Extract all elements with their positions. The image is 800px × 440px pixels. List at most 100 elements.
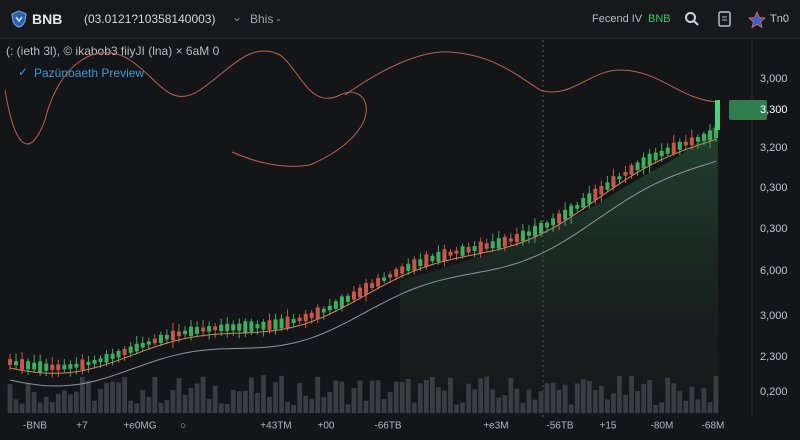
volume-bar: [496, 397, 502, 413]
time-label: +00: [318, 421, 335, 432]
candle-body: [44, 363, 49, 371]
volume-bar: [635, 391, 640, 413]
volume-bar: [641, 383, 646, 413]
volume-bar: [604, 399, 610, 413]
volume-bar: [647, 380, 653, 413]
volume-bar: [176, 378, 182, 413]
indicator-legend[interactable]: (: (ieth 3l), © ikabob3 fiiyJI (lna) × 6…: [6, 44, 220, 58]
volume-bar: [206, 398, 212, 413]
dropdown-caret[interactable]: ⌄: [232, 10, 243, 24]
volume-bar: [122, 377, 128, 413]
volume-bar: [188, 387, 194, 413]
volume-bar: [321, 396, 327, 413]
feed-symbol[interactable]: BNB: [648, 13, 671, 25]
candle-body: [92, 359, 97, 364]
area-fill: [400, 120, 718, 418]
candle-body: [20, 359, 25, 370]
candle-body: [406, 263, 411, 272]
candle-body: [665, 147, 670, 154]
candle-body: [496, 238, 501, 249]
feed-label[interactable]: Fecend IV: [592, 13, 643, 25]
volume-bar: [134, 403, 140, 413]
volume-bar: [92, 400, 97, 413]
volume-bar: [556, 389, 562, 413]
volume-bar: [526, 389, 532, 413]
candle-body: [195, 326, 200, 334]
user-label[interactable]: Tn0: [770, 13, 789, 25]
candle-body: [38, 361, 43, 373]
candle-body: [617, 176, 622, 180]
volume-bar: [363, 400, 369, 413]
indicator-curve: [4, 50, 367, 167]
candle-body: [683, 141, 688, 146]
volume-bar: [267, 396, 272, 413]
candle-body: [448, 251, 453, 256]
symbol[interactable]: BNB: [32, 11, 63, 27]
volume-bar: [164, 400, 170, 413]
volume-bar: [701, 388, 707, 413]
candle-body: [315, 307, 320, 319]
volume-bar: [200, 376, 206, 413]
volume-bar: [309, 398, 315, 413]
candle-body: [707, 130, 712, 141]
candle-body: [539, 222, 544, 234]
volume-bar: [387, 391, 393, 413]
volume-bar: [423, 379, 429, 413]
volume-bar: [520, 402, 526, 413]
volume-bar: [574, 383, 580, 413]
volume-bar: [273, 382, 278, 413]
volume-bar: [86, 380, 91, 413]
search-icon[interactable]: [684, 11, 700, 27]
volume-bar: [315, 376, 321, 413]
candle-body: [110, 353, 115, 359]
candle-body: [514, 234, 519, 243]
preview-check[interactable]: ✓: [18, 65, 29, 79]
candle-body: [424, 254, 429, 267]
volume-bar: [345, 404, 351, 413]
candle-body: [231, 324, 236, 331]
volume-bar: [369, 380, 375, 413]
candle-body: [32, 362, 37, 370]
candle-body: [158, 334, 163, 344]
indicator-curve: [344, 51, 719, 103]
volume-bar: [110, 381, 115, 413]
volume-bar: [707, 402, 713, 413]
candle-body: [327, 305, 332, 311]
volume-bar: [49, 402, 55, 413]
price-label: 0,300: [760, 223, 788, 235]
candle-body: [309, 312, 314, 319]
candle-body: [557, 213, 562, 224]
candle-body: [237, 323, 242, 331]
pair-label[interactable]: (03.0121?10358140003): [84, 12, 216, 26]
volume-bar: [285, 401, 290, 413]
volume-bar: [261, 375, 266, 413]
candle-body: [116, 350, 121, 358]
candle-body: [412, 259, 417, 271]
volume-bar: [279, 375, 284, 413]
candle-body: [255, 324, 260, 329]
moving-average: [9, 138, 717, 374]
volume-bar: [327, 392, 333, 413]
price-label: 3,200: [760, 142, 788, 154]
price-label: 3,000: [760, 73, 788, 85]
candle-body: [333, 301, 338, 309]
time-label: -BNB: [23, 421, 47, 432]
candle-body: [532, 225, 537, 237]
volume-bar: [448, 377, 453, 413]
candle-body: [98, 358, 103, 363]
price-label: 0,200: [760, 386, 788, 398]
doc-icon[interactable]: [717, 10, 733, 28]
star-icon[interactable]: [748, 11, 766, 28]
volume-bar: [671, 383, 677, 413]
mode-label[interactable]: Bhis -: [250, 12, 281, 26]
candle-body: [285, 316, 290, 329]
candle-body: [563, 209, 568, 220]
preview-label[interactable]: Pazünoaeth Preview: [34, 66, 145, 80]
candle-body: [243, 321, 248, 333]
candle-body: [261, 321, 266, 330]
candle-body: [273, 319, 278, 330]
volume-bar: [37, 402, 43, 413]
volume-bar: [568, 404, 574, 413]
volume-bar: [128, 400, 134, 413]
candle-body: [442, 249, 447, 261]
